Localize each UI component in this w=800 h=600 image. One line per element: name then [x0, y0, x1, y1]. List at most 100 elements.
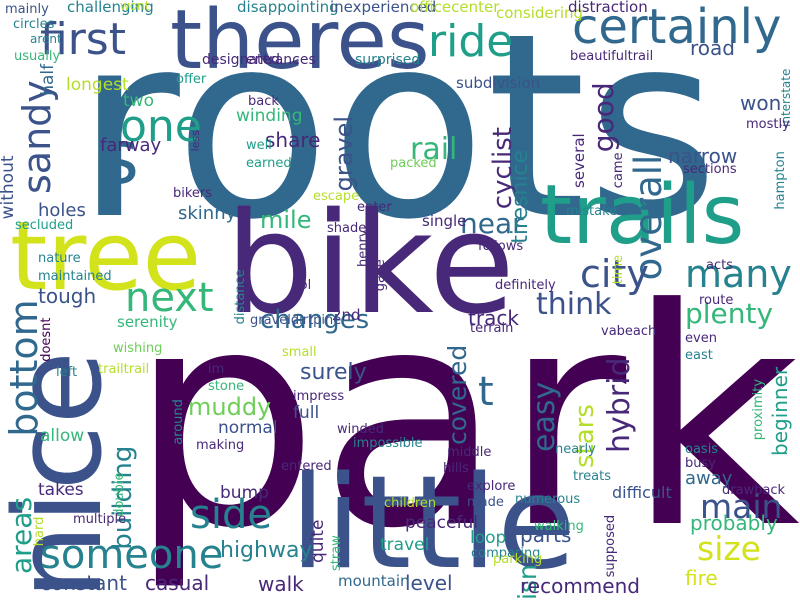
word-graveldirtpine: graveldirtpine — [250, 313, 342, 328]
word-city: city — [580, 252, 649, 296]
word-casual: casual — [145, 571, 210, 595]
word-mistake: mistake — [566, 204, 618, 219]
word-enter: enter — [357, 200, 392, 215]
word-next: next — [125, 275, 214, 321]
word-full: full — [293, 403, 320, 423]
word-henry: henry — [356, 229, 371, 267]
word-parking: parking — [493, 552, 543, 567]
word-small: small — [282, 345, 317, 360]
word-skinny: skinny — [178, 203, 237, 224]
word-highway: highway — [220, 538, 313, 563]
word-winded: winded — [337, 422, 384, 437]
word-subdivision: subdivision — [456, 74, 541, 92]
word-bump: bump — [220, 483, 269, 503]
word-well: well — [246, 138, 272, 153]
word-wishing: wishing — [113, 341, 163, 356]
word-farway: farway — [100, 135, 162, 156]
word-definitely: definitely — [495, 278, 556, 293]
word-sandy: sandy — [15, 80, 59, 194]
word-back: back — [248, 94, 279, 109]
word-holes: holes — [38, 200, 86, 221]
word-oasis: oasis — [685, 442, 719, 457]
word-nearly: nearly — [555, 442, 596, 457]
word-around: around — [171, 399, 186, 445]
word-hard: hard — [32, 516, 47, 547]
word-side: side — [190, 492, 272, 538]
word-walking: walking — [534, 519, 584, 534]
word-many: many — [685, 252, 792, 296]
word-less: less — [189, 130, 202, 152]
word-hybrid: hybrid — [602, 357, 637, 453]
word-terrain: terrain — [470, 321, 514, 336]
word-plenty: plenty — [685, 297, 774, 330]
word-first: first — [40, 14, 126, 65]
word-roots: roots — [75, 0, 720, 276]
word-beginner: beginner — [768, 366, 792, 456]
word-peaceful: peaceful — [405, 513, 478, 533]
word-explore: explore — [467, 479, 516, 494]
word-recommend: recommend — [520, 574, 640, 598]
word-sections: sections — [683, 162, 737, 177]
word-doesnt: doesnt — [39, 317, 54, 362]
word-travel: travel — [380, 535, 430, 555]
word-distraction: distraction — [568, 0, 648, 16]
word-good: good — [587, 82, 620, 153]
word-one: one — [120, 101, 202, 152]
word-mountain: mountain — [338, 572, 410, 590]
word-gravel: gravel — [330, 115, 358, 192]
word-trails: trails — [540, 168, 745, 263]
word-comparing: comparing — [471, 546, 541, 561]
word-disappointing: disappointing — [237, 0, 339, 16]
word-officecenter: officecenter — [410, 0, 500, 16]
word-surely: surely — [300, 360, 367, 385]
word-follows: follows — [478, 239, 524, 254]
word-allow: allow — [40, 426, 85, 446]
word-secluded: secluded — [15, 218, 74, 233]
word-children: children — [384, 496, 437, 511]
word-narrow: narrow — [668, 144, 738, 168]
word-bikers: bikers — [173, 186, 213, 201]
word-serenity: serenity — [117, 313, 178, 331]
word-loop: loop — [470, 528, 507, 548]
word-entered: entered — [281, 459, 332, 474]
word-park: park — [128, 245, 800, 594]
word-mostly: mostly — [746, 117, 790, 132]
word-quite: quite — [308, 519, 328, 563]
word-2nd: 2nd — [332, 306, 361, 324]
word-supposed: supposed — [603, 514, 618, 578]
word-entrances: entrances — [246, 52, 316, 68]
word-someone: someone — [40, 532, 224, 578]
word-drawback: drawback — [722, 483, 786, 498]
word-size: size — [697, 529, 761, 568]
word-theres: theres — [170, 0, 430, 88]
word-probably: probably — [690, 511, 778, 535]
word-certainly: certainly — [572, 0, 782, 55]
word-won: won — [740, 91, 782, 115]
word-walk: walk — [258, 572, 304, 596]
word-lol: lol — [296, 278, 312, 293]
word-time: time — [611, 254, 626, 285]
word-level: level — [405, 571, 453, 595]
word-hills: hills — [443, 461, 469, 476]
word-treats: treats — [573, 469, 611, 484]
word-im: im — [208, 362, 225, 377]
word-multiple: multiple — [73, 512, 127, 527]
word-s: s — [100, 113, 140, 201]
word-impress: impress — [293, 389, 345, 404]
word-inexperienced: inexperienced — [330, 0, 437, 16]
word-stars: stars — [570, 404, 600, 468]
word-changes: changes — [260, 305, 370, 335]
word-arent: arent — [30, 32, 62, 46]
word-double: double — [112, 472, 127, 517]
word-single: single — [422, 212, 467, 230]
word-offer: offer — [176, 72, 207, 87]
word-stone: stone — [208, 379, 245, 394]
word-trailtrail: trailtrail — [98, 362, 150, 377]
word-away: away — [685, 468, 733, 489]
word-half: half — [38, 63, 58, 96]
word-tree: tree — [10, 202, 202, 312]
word-middle: middle — [447, 445, 492, 460]
word-surprised: surprised — [355, 52, 421, 68]
word-t: t — [478, 369, 494, 415]
word-maintained: maintained — [38, 269, 112, 284]
